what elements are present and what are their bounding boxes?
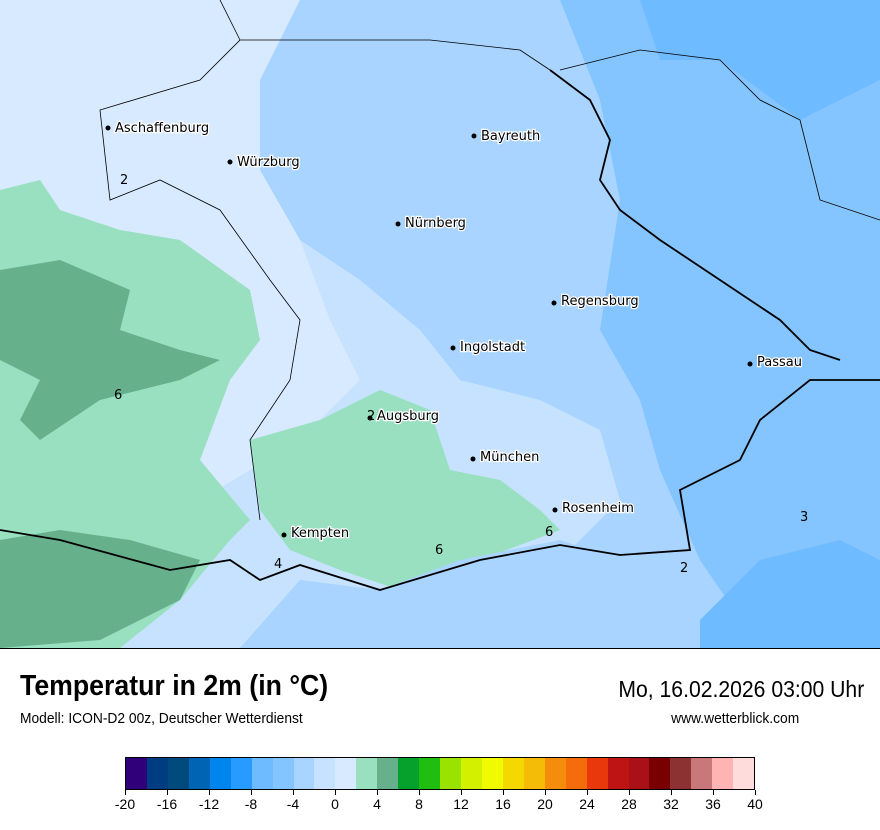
legend-tick-label: 20 [537, 796, 553, 812]
forecast-datetime: Mo, 16.02.2026 03:00 Uhr [618, 676, 864, 702]
city-rosenheim: Rosenheim [562, 501, 634, 516]
city-bayreuth: Bayreuth [481, 129, 540, 144]
legend-tick-label: -8 [244, 796, 258, 812]
model-info: Modell: ICON-D2 00z, Deutscher Wetterdie… [20, 710, 303, 727]
legend-tick-label: 8 [415, 796, 423, 812]
color-legend-ticks: -20 -16 -12 -8 -4 0 4 8 12 16 20 24 28 32 36 40 [115, 790, 763, 820]
legend-tick [671, 790, 672, 795]
legend-swatch [523, 758, 545, 789]
legend-tick [755, 790, 756, 795]
legend-swatch [649, 758, 671, 789]
contour-label: 4 [274, 557, 282, 572]
legend-tick-label: -12 [198, 796, 220, 812]
legend-swatch [419, 758, 441, 789]
legend-tick [251, 790, 252, 795]
city-augsburg: Augsburg [377, 409, 439, 424]
legend-tick-label: 4 [373, 796, 381, 812]
legend-tick [419, 790, 420, 795]
legend-tick-label: -4 [286, 796, 300, 812]
legend-tick-label: 16 [495, 796, 511, 812]
contour-label: 2 [367, 409, 375, 424]
temp-zone-coldest-east [640, 0, 880, 648]
city-wuerzburg: Würzburg [237, 155, 300, 170]
legend-swatch [733, 758, 755, 789]
legend-swatch [356, 758, 378, 789]
legend-tick-label: -16 [156, 796, 178, 812]
legend-tick-label: 32 [663, 796, 679, 812]
legend-swatch [314, 758, 336, 789]
legend-tick-label: -20 [114, 796, 136, 812]
legend-tick-label: 12 [453, 796, 469, 812]
legend-tick [209, 790, 210, 795]
legend-swatch [691, 758, 713, 789]
border-czech [549, 69, 841, 361]
contour-label: 2 [120, 173, 128, 188]
legend-tick [335, 790, 336, 795]
legend-swatch [209, 758, 231, 789]
city-kempten: Kempten [291, 526, 349, 541]
legend-swatch [440, 758, 461, 789]
legend-swatch [712, 758, 734, 789]
legend-swatch [481, 758, 503, 789]
city-aschaffenburg: Aschaffenburg [115, 121, 209, 136]
legend-tick-label: 24 [579, 796, 595, 812]
legend-swatch [188, 758, 210, 789]
legend-tick [125, 790, 126, 795]
legend-tick [461, 790, 462, 795]
legend-swatch [586, 758, 608, 789]
legend-swatch [377, 758, 399, 789]
contour-label: 2 [680, 561, 688, 576]
legend-tick-label: 40 [747, 796, 763, 812]
legend-swatch [398, 758, 420, 789]
legend-swatch [251, 758, 273, 789]
legend-tick-label: 0 [331, 796, 339, 812]
legend-tick [167, 790, 168, 795]
temp-zone-darkgreen-west [0, 260, 220, 648]
legend-swatch [670, 758, 692, 789]
city-passau: Passau [757, 355, 802, 370]
temperature-map: Aschaffenburg Würzburg Bayreuth Nürnberg… [0, 0, 880, 649]
contour-label: 6 [435, 543, 443, 558]
legend-swatch [607, 758, 629, 789]
legend-swatch [565, 758, 587, 789]
contour-label: 3 [800, 510, 808, 525]
city-muenchen: München [480, 450, 539, 465]
legend-swatch [544, 758, 566, 789]
temp-zone-colder-east [560, 0, 880, 648]
legend-swatch [461, 758, 482, 789]
map-title: Temperatur in 2m (in °C) [20, 670, 329, 702]
legend-tick-label: 28 [621, 796, 637, 812]
legend-tick-label: 36 [705, 796, 721, 812]
legend-tick [713, 790, 714, 795]
border-austria [0, 379, 880, 591]
legend-swatch [167, 758, 189, 789]
legend-swatch [272, 758, 294, 789]
legend-swatch [628, 758, 650, 789]
legend-tick [503, 790, 504, 795]
legend-swatch [293, 758, 315, 789]
legend-swatch [230, 758, 252, 789]
city-ingolstadt: Ingolstadt [460, 340, 525, 355]
legend-swatch [502, 758, 524, 789]
website-link[interactable]: www.wetterblick.com [670, 710, 799, 727]
legend-swatch [335, 758, 357, 789]
temp-zone-green-south [250, 390, 560, 590]
legend-swatch [126, 758, 147, 789]
city-nuernberg: Nürnberg [405, 216, 466, 231]
temp-zone-alps [240, 540, 620, 648]
city-markers [105, 125, 753, 538]
border-states [99, 0, 880, 521]
legend-tick [293, 790, 294, 795]
legend-tick [377, 790, 378, 795]
contour-label: 6 [114, 388, 122, 403]
city-regensburg: Regensburg [561, 294, 639, 309]
legend-tick [629, 790, 630, 795]
color-legend-bar [125, 757, 755, 790]
contour-label: 6 [545, 525, 553, 540]
legend-tick [587, 790, 588, 795]
legend-tick [545, 790, 546, 795]
legend-swatch [146, 758, 168, 789]
